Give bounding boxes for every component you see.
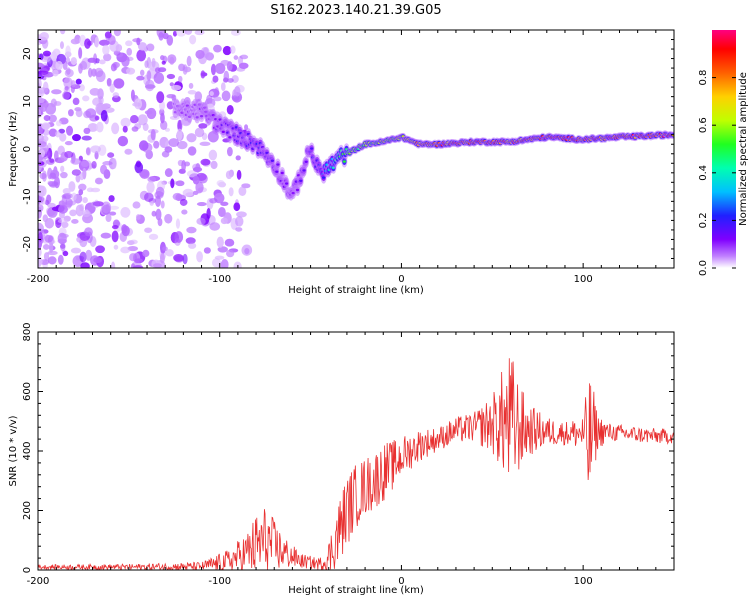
spectrogram-frame — [37, 29, 675, 269]
snr-x-tick-label: 100 — [574, 576, 593, 587]
spectrogram-x-tick-label: 0 — [398, 274, 404, 285]
spectrogram-y-tick-label: 20 — [22, 47, 33, 60]
snr-y-ticks: 0 200 400 600 800 — [22, 322, 674, 573]
snr-x-tick-label: -100 — [208, 576, 231, 587]
colorbar-label: Normalized spectral amplitude — [738, 72, 749, 226]
snr-x-axis-label: Height of straight line (km) — [288, 585, 424, 596]
colorbar-tick-label: 0.2 — [698, 212, 709, 228]
snr-y-axis-label: SNR (10 * v/v) — [8, 415, 19, 486]
snr-x-tick-label: -200 — [27, 576, 50, 587]
snr-y-tick-label: 200 — [22, 501, 33, 520]
spectrogram-y-tick-label: -20 — [22, 236, 33, 252]
spectrogram-x-tick-label: -200 — [27, 274, 50, 285]
snr-panel: -200 -100 0 100 0 200 400 600 800 Height of str… — [8, 322, 675, 596]
spectrogram-x-ticks: -200 -100 0 100 — [27, 30, 675, 285]
snr-y-tick-label: 400 — [22, 441, 33, 460]
colorbar-tick-label: 0.4 — [698, 165, 709, 181]
spectrogram-y-axis-label: Frequency (Hz) — [8, 111, 19, 187]
colorbar: 0.0 0.2 0.4 0.6 0.8 Normalized spectral ampl… — [698, 30, 749, 276]
snr-y-tick-label: 600 — [22, 382, 33, 401]
spectrogram-heatmap — [38, 30, 674, 268]
snr-x-ticks: -200 -100 0 100 — [27, 332, 675, 587]
colorbar-ticks: 0.0 0.2 0.4 0.6 0.8 — [698, 70, 736, 276]
spectrogram-x-tick-label: -100 — [208, 274, 231, 285]
colorbar-tick-label: 0.0 — [698, 260, 709, 276]
snr-y-tick-label: 800 — [22, 322, 33, 341]
spectrogram-x-axis-label: Height of straight line (km) — [288, 285, 424, 296]
snr-series-line — [38, 358, 674, 570]
colorbar-tick-label: 0.8 — [698, 70, 709, 86]
snr-y-tick-label: 0 — [22, 567, 33, 573]
chart-title: S162.2023.140.21.39.G05 — [270, 3, 441, 18]
spectrogram-y-tick-label: 10 — [22, 95, 33, 108]
spectrogram-y-ticks: -20 -10 0 10 20 — [22, 29, 674, 269]
colorbar-gradient — [712, 30, 736, 268]
snr-x-tick-label: 0 — [398, 576, 404, 587]
colorbar-tick-label: 0.6 — [698, 117, 709, 133]
spectrogram-x-tick-label: 100 — [574, 274, 593, 285]
spectrogram-y-tick-label: -10 — [22, 188, 33, 204]
snr-frame — [37, 331, 675, 571]
spectrogram-y-tick-label: 0 — [22, 146, 33, 152]
